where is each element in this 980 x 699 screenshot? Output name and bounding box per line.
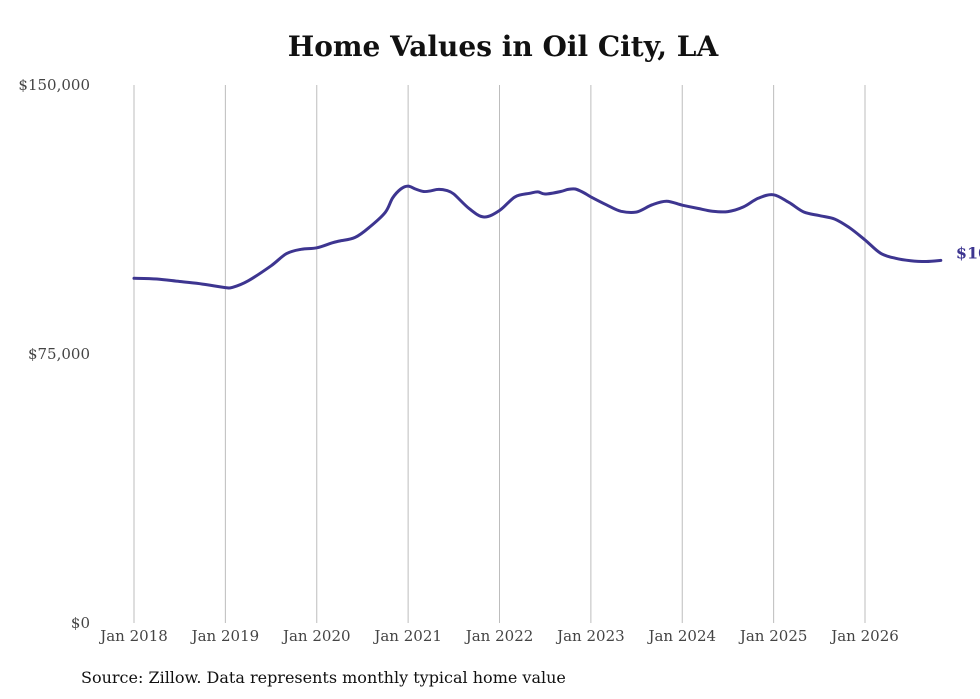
x-tick-label: Jan 2023 xyxy=(555,627,625,645)
y-tick-label: $150,000 xyxy=(18,76,90,94)
series-line xyxy=(132,184,943,290)
x-tick-label: Jan 2021 xyxy=(372,627,442,645)
y-tick-label: $0 xyxy=(71,614,90,632)
x-tick-label: Jan 2018 xyxy=(98,627,168,645)
x-tick-label: Jan 2026 xyxy=(829,627,899,645)
x-tick-label: Jan 2024 xyxy=(646,627,716,645)
x-tick-label: Jan 2022 xyxy=(464,627,534,645)
y-tick-label: $75,000 xyxy=(28,345,90,363)
x-tick-label: Jan 2025 xyxy=(738,627,808,645)
source-note: Source: Zillow. Data represents monthly … xyxy=(81,668,566,687)
x-tick-label: Jan 2019 xyxy=(190,627,260,645)
chart-title: Home Values in Oil City, LA xyxy=(287,30,719,63)
end-value-label: $101,102 xyxy=(956,243,980,262)
x-tick-label: Jan 2020 xyxy=(281,627,351,645)
